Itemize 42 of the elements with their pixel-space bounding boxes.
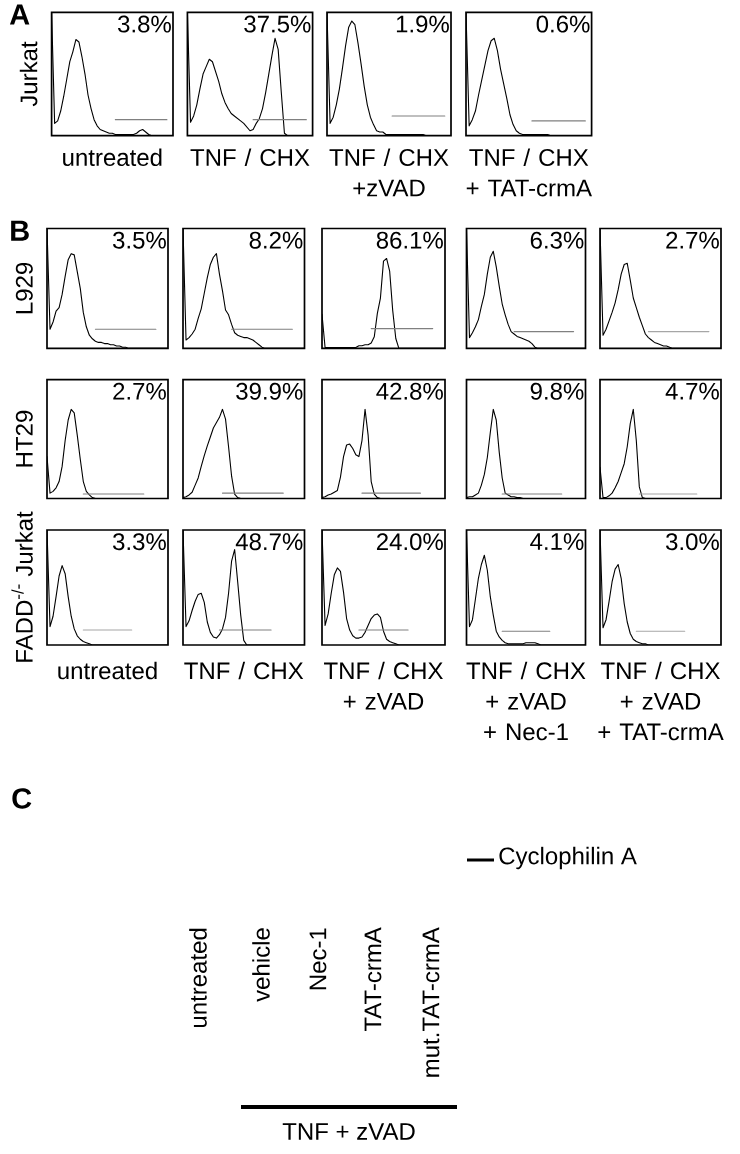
x-axis-title: TNF / CHX [184, 661, 304, 680]
text: Cyclophilin A [499, 846, 637, 870]
text: 2.7% [113, 382, 166, 400]
text: 39.9% [236, 382, 303, 400]
annotation: 37.5% [244, 15, 311, 33]
category-label: Nec-1 [309, 928, 327, 990]
text: 9.8% [530, 382, 584, 400]
annotation: 1.9% [396, 15, 449, 33]
chart-title: A [9, 4, 30, 25]
text: C [12, 788, 32, 809]
x-axis-title: untreated [63, 148, 162, 167]
y-axis-title: L929 [15, 262, 33, 314]
category-label: vehicle [252, 928, 270, 1002]
x-axis-title: TNF / CHX [190, 148, 310, 167]
annotation: 4.1% [530, 533, 584, 550]
annotation: 3.3% [113, 533, 166, 551]
text: TNF + zVAD [282, 1123, 415, 1140]
category-label: untreated [189, 928, 207, 1028]
y-axis-title: HT29 [15, 410, 33, 467]
text: 42.8% [376, 382, 443, 400]
category-label: TAT-crmA [364, 927, 382, 1032]
x-axis-title: TNF / CHX + zVAD + Nec-1 [466, 661, 586, 741]
x-axis-title: TNF / CHX + zVAD + TAT-crmA [598, 661, 724, 741]
x-axis-title: TNF / CHX + TAT-crmA [466, 148, 592, 197]
annotation: 3.0% [666, 533, 719, 551]
x-axis-title: TNF / CHX +zVAD [329, 148, 449, 197]
y-axis-title: FADD$^{-/-}$ Jurkat [11, 511, 33, 662]
annotation: 6.3% [530, 231, 584, 249]
annotation: 48.7% [235, 533, 303, 551]
text: 86.1% [376, 231, 443, 249]
annotation: 8.2% [249, 231, 303, 249]
annotation: 24.0% [376, 533, 443, 551]
text: 4.7% [665, 382, 719, 400]
annotation: 2.7% [666, 231, 719, 249]
annotation: 3.8% [118, 15, 171, 33]
chart-title: B [11, 220, 29, 241]
y-axis-title: Jurkat [19, 41, 38, 107]
annotation: 3.5% [113, 231, 166, 249]
annotation: 0.6% [536, 15, 590, 33]
category-label: mut.TAT-crmA [422, 927, 440, 1077]
x-axis-title: untreated [58, 661, 157, 680]
x-axis-title: TNF / CHX + zVAD [324, 661, 443, 710]
